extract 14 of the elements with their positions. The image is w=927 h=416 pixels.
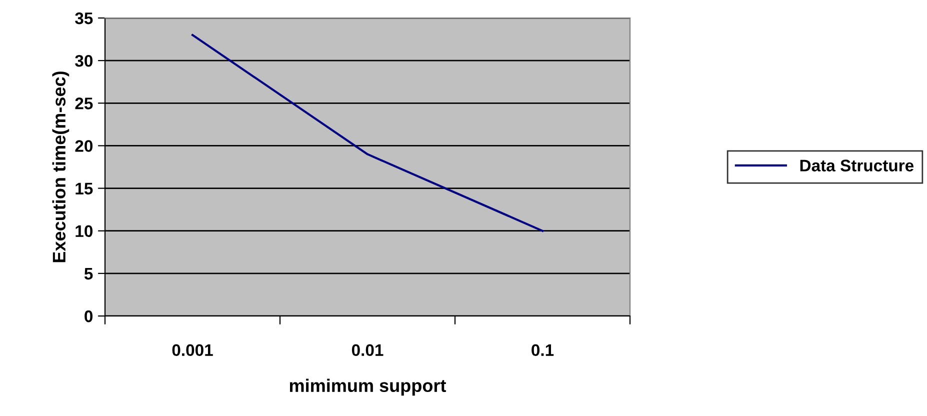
legend-label: Data Structure [800,160,914,172]
y-tick-label: 15 [76,182,93,194]
y-tick-label: 20 [75,140,93,152]
y-tick-label: 25 [75,98,93,110]
y-tick-label: 30 [75,54,93,67]
y-axis-title: Execution time(m-sec) [52,72,70,262]
x-tick-label: 0.001 [172,344,213,356]
y-tick-label: 5 [84,268,93,280]
y-tick-label: 10 [76,225,93,238]
x-tick-label: 0.1 [532,344,554,356]
y-tick-label: 35 [75,12,93,24]
x-axis-title: mimimum support [290,378,446,396]
y-tick-label: 0 [84,310,93,322]
x-tick-label: 0.01 [352,344,384,356]
